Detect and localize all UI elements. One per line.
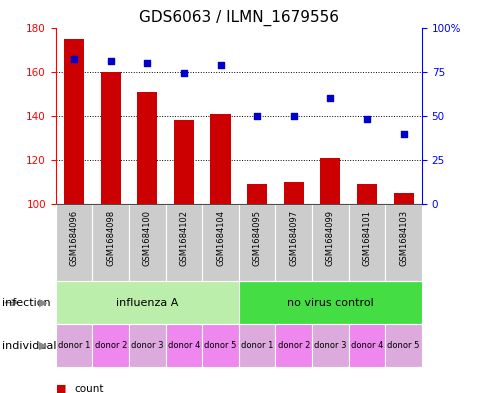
Text: GSM1684100: GSM1684100 [142,210,151,266]
Bar [92,204,129,281]
Text: donor 2: donor 2 [94,342,127,350]
Bar [348,204,385,281]
Text: infection: infection [2,298,51,308]
Bar [393,193,413,204]
Bar [319,158,340,204]
Text: donor 3: donor 3 [131,342,163,350]
Text: individual: individual [2,341,57,351]
Bar [384,204,421,281]
Bar [384,324,421,367]
Text: influenza A: influenza A [116,298,178,308]
Title: GDS6063 / ILMN_1679556: GDS6063 / ILMN_1679556 [138,10,338,26]
Text: donor 4: donor 4 [167,342,200,350]
Bar [166,204,202,281]
Text: ■: ■ [56,384,66,393]
Point [399,130,407,137]
Bar [239,204,275,281]
Text: donor 1: donor 1 [241,342,273,350]
Text: donor 5: donor 5 [387,342,419,350]
Point [143,60,151,66]
Bar [283,182,303,204]
Text: donor 2: donor 2 [277,342,309,350]
Bar [64,39,84,204]
Bar [246,184,267,204]
Point [289,113,297,119]
Bar [210,114,230,204]
Bar [202,204,239,281]
Bar [312,204,348,281]
Bar [348,324,385,367]
Text: donor 5: donor 5 [204,342,236,350]
Bar [202,324,239,367]
Text: GSM1684098: GSM1684098 [106,210,115,266]
Bar [275,324,312,367]
Bar [129,204,166,281]
Text: GSM1684103: GSM1684103 [398,210,408,266]
Bar [56,324,92,367]
Bar [100,72,121,204]
Bar [56,204,92,281]
Text: GSM1684095: GSM1684095 [252,210,261,266]
Bar [239,324,275,367]
Text: GSM1684096: GSM1684096 [69,210,78,266]
Bar [92,324,129,367]
Text: count: count [74,384,104,393]
Point [363,116,370,123]
Bar [275,204,312,281]
Point [106,58,114,64]
Text: GSM1684102: GSM1684102 [179,210,188,266]
Point [216,61,224,68]
Text: donor 4: donor 4 [350,342,382,350]
Bar [129,324,166,367]
Text: GSM1684099: GSM1684099 [325,210,334,266]
Point [253,113,260,119]
Bar [56,281,239,324]
Text: no virus control: no virus control [287,298,373,308]
Text: donor 1: donor 1 [58,342,90,350]
Text: donor 3: donor 3 [314,342,346,350]
Text: GSM1684097: GSM1684097 [288,210,298,266]
Bar [312,324,348,367]
Bar [166,324,202,367]
Text: ▶: ▶ [39,298,48,308]
Text: GSM1684101: GSM1684101 [362,210,371,266]
Bar [356,184,377,204]
Point [70,56,78,62]
Point [180,70,187,77]
Bar [173,120,194,204]
Text: ▶: ▶ [39,341,48,351]
Bar [239,281,421,324]
Point [326,95,333,101]
Bar [137,92,157,204]
Text: GSM1684104: GSM1684104 [215,210,225,266]
